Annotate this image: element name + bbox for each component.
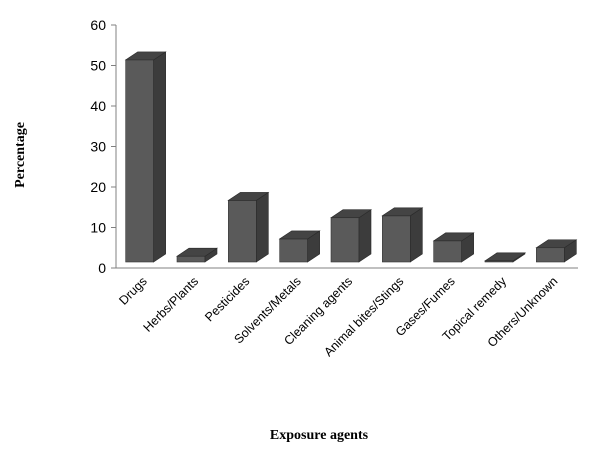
bar-front [176, 255, 206, 263]
bar [484, 252, 526, 263]
bar-top [124, 51, 167, 61]
bar-top [432, 232, 475, 242]
y-tick-label: 20 [90, 179, 106, 195]
bar-side [410, 207, 423, 263]
bar-top [227, 192, 270, 201]
x-tick-label: Herbs/Plants [141, 274, 202, 335]
bar [176, 247, 218, 263]
y-tick-label: 50 [90, 58, 106, 74]
bar-front [330, 217, 360, 263]
bar-front [433, 240, 462, 263]
y-axis-title: Percentage [13, 122, 28, 188]
x-tick-label: Pesticides [202, 274, 252, 324]
bar [381, 207, 424, 263]
bar-side [153, 51, 166, 263]
bar-front [382, 215, 411, 263]
y-tick-label: 40 [90, 98, 106, 114]
bar [535, 239, 578, 263]
x-tick-label: Drugs [116, 274, 149, 307]
bar-top [535, 239, 578, 249]
bar-front [125, 59, 154, 263]
bar-top [381, 207, 424, 217]
x-axis-title: Exposure agents [270, 428, 369, 443]
y-tick-label: 0 [98, 260, 106, 276]
bar [278, 230, 321, 263]
bar [432, 232, 475, 263]
bar-front [228, 200, 257, 263]
bar [227, 191, 270, 263]
y-ticks: 0 10 20 30 40 50 60 [90, 17, 116, 276]
bar-front [279, 238, 308, 263]
bar [330, 209, 372, 263]
bar-side [358, 209, 372, 263]
bar [124, 51, 167, 263]
bar-top [330, 209, 372, 219]
bar-top [176, 247, 218, 257]
y-tick-label: 30 [90, 139, 106, 155]
bar-top [278, 230, 321, 240]
y-tick-label: 10 [90, 220, 106, 236]
bar-top [484, 252, 526, 262]
bars [124, 51, 578, 263]
bar-front [536, 247, 565, 263]
bar-side [256, 191, 269, 263]
y-tick-label: 60 [90, 17, 106, 33]
